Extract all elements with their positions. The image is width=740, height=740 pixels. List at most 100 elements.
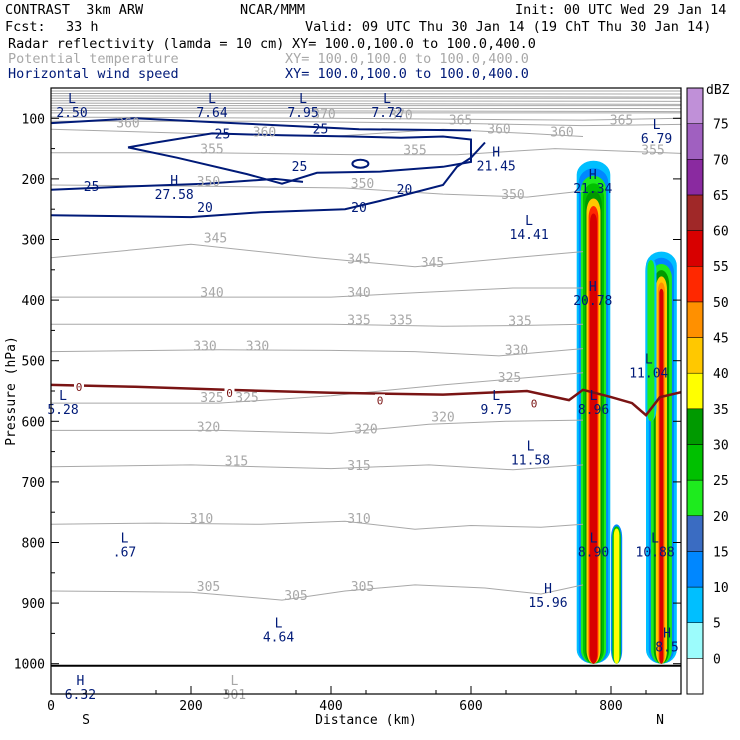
colorbar-label-2: 10 — [713, 581, 729, 596]
x-edge-label-south: S — [82, 713, 90, 728]
field-wind-name: Horizontal wind speed — [8, 66, 179, 82]
colorbar-box-14 — [686, 159, 704, 196]
theta-label-25: 350 — [351, 177, 374, 192]
extrema-value-20: 8.5 — [655, 641, 678, 656]
extrema-value-16: 8.90 — [578, 546, 609, 561]
extrema-type-21: H — [76, 674, 84, 689]
extrema-value-0: 2.50 — [56, 106, 87, 121]
theta-label-3: 310 — [190, 512, 213, 527]
reflectivity-tower-3-band-2 — [613, 528, 620, 664]
colorbar-box-3 — [686, 551, 704, 588]
theta-label-36: 370 — [312, 107, 335, 122]
field-wind-xy: XY= 100.0,100.0 to 100.0,400.0 — [285, 66, 529, 82]
colorbar-frame — [686, 87, 704, 695]
reflectivity-tower-1-band-6 — [659, 288, 664, 664]
colorbar-label-0: 0 — [713, 652, 721, 667]
y-tick-label-6: 700 — [22, 476, 45, 491]
colorbar-box-15 — [686, 123, 704, 160]
wind-contour-20 — [51, 141, 486, 219]
wind-label-0: 25 — [215, 127, 231, 142]
theta-label-17: 335 — [389, 313, 412, 328]
theta-label-11: 325 — [235, 391, 258, 406]
forecast-label: Fcst: — [5, 19, 46, 35]
x-tick-label-3: 600 — [459, 699, 482, 714]
theta-label-37: 370 — [389, 109, 412, 124]
colorbar-label-3: 15 — [713, 545, 729, 560]
colorbar-box-9 — [686, 337, 704, 374]
extrema-type-14: L — [527, 439, 535, 454]
freezing-level-label-0: 0 — [76, 381, 83, 394]
theta-contour-upper-1 — [51, 92, 681, 95]
theta-contour-320 — [51, 419, 584, 434]
field-reflectivity-xy: XY= 100.0,100.0 to 100.0,400.0 — [292, 36, 536, 52]
extrema-type-0: L — [68, 92, 76, 107]
theta-label-6: 315 — [347, 459, 370, 474]
extrema-value-19: 4.64 — [263, 630, 294, 645]
wind-contour-25-upper — [51, 117, 472, 132]
theta-contour-315 — [51, 464, 584, 471]
theta-contour-355 — [51, 148, 681, 156]
theta-contour-310 — [51, 520, 584, 530]
wind-label-6: 20 — [397, 183, 413, 198]
colorbar-box-4 — [686, 515, 704, 552]
freezing-label-bg-3 — [529, 397, 539, 409]
extrema-value-8: 14.41 — [510, 228, 549, 243]
theta-contour-340 — [51, 287, 583, 298]
extrema-value-17: 10.88 — [636, 546, 675, 561]
center-title: NCAR/MMM — [240, 2, 306, 18]
extrema-value-2: 7.95 — [287, 106, 318, 121]
wind-label-3: 25 — [84, 180, 100, 195]
theta-label-30: 360 — [116, 116, 139, 131]
extrema-value-6: 27.58 — [155, 188, 194, 203]
x-tick-label-1: 200 — [179, 699, 202, 714]
extrema-value-1: 7.64 — [196, 106, 227, 121]
colorbar-box-11 — [686, 265, 704, 303]
y-axis-title: Pressure (hPa) — [4, 336, 19, 446]
colorbar-label-4: 20 — [713, 510, 729, 525]
extrema-value-13: 8.96 — [578, 403, 609, 418]
wind-contour-small-loop — [351, 158, 370, 169]
freezing-label-bg-2 — [375, 394, 385, 406]
theta-contour-305 — [51, 584, 584, 601]
theta-contour-upper-5 — [51, 102, 681, 105]
extrema-type-2: L — [299, 92, 307, 107]
colorbar-label-1: 5 — [713, 617, 721, 632]
x-tick-label-4: 800 — [599, 699, 622, 714]
theta-label-23: 345 — [421, 256, 444, 271]
theta-label-34: 365 — [449, 113, 472, 128]
field-theta-name: Potential temperature — [8, 51, 179, 67]
extrema-type-16: L — [590, 532, 598, 547]
theta-label-21: 345 — [204, 232, 227, 247]
x-tick-label-0: 0 — [47, 699, 55, 714]
theta-label-15: 330 — [505, 344, 528, 359]
reflectivity-shading — [576, 160, 677, 664]
extrema-type-22: L — [230, 674, 238, 689]
extrema-value-9: 20.78 — [573, 294, 612, 309]
wind-label-5: 20 — [351, 201, 367, 216]
extrema-value-18: 15.96 — [528, 596, 567, 611]
theta-label-2: 305 — [284, 589, 307, 604]
theta-contour-335 — [51, 323, 584, 327]
colorbar: dBZ 0 5 10 15 20 25 30 35 40 45 50 55 60 65 70 75 — [686, 83, 730, 695]
theta-label-22: 345 — [347, 253, 370, 268]
y-tick-label-2: 300 — [22, 234, 45, 249]
valid-time: Valid: 09 UTC Thu 30 Jan 14 (19 ChT Thu … — [305, 19, 712, 35]
colorbar-box-6 — [686, 444, 704, 481]
colorbar-label-11: 55 — [713, 260, 729, 275]
extrema-type-13: L — [590, 389, 598, 404]
reflectivity-tower-2-band-1 — [647, 260, 655, 422]
theta-label-28: 355 — [403, 144, 426, 159]
freezing-level-label-3: 0 — [531, 397, 538, 410]
extrema-labels: L2.50L7.64L7.95L7.72L6.79H21.45H27.58H21… — [47, 92, 678, 703]
extrema-value-10: 11.04 — [629, 367, 668, 382]
x-edge-label-north: N — [656, 713, 664, 728]
y-tick-label-7: 800 — [22, 537, 45, 552]
y-tick-label-1: 200 — [22, 173, 45, 188]
theta-label-24: 350 — [197, 175, 220, 190]
freezing-label-bg-1 — [224, 387, 235, 399]
theta-label-10: 325 — [200, 391, 223, 406]
extrema-type-4: L — [653, 118, 661, 133]
theta-label-12: 325 — [498, 371, 521, 386]
